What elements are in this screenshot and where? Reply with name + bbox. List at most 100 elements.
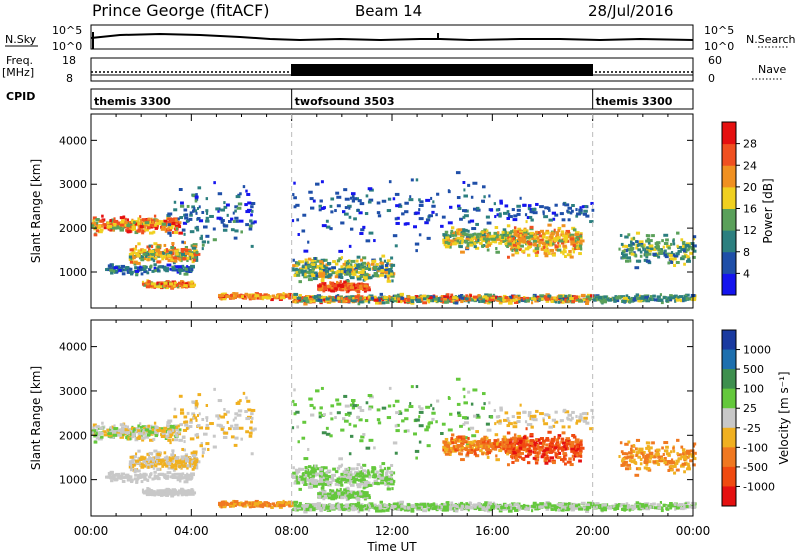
power-echo-cell	[244, 292, 248, 296]
power-echo-cell	[408, 198, 414, 202]
power-echo-cell	[563, 250, 567, 254]
power-echo-cell	[151, 251, 156, 255]
velocity-echo-cell	[373, 479, 379, 483]
power-echo-cell	[583, 209, 588, 213]
velocity-echo-cell	[163, 426, 168, 430]
power-echo-cell	[475, 295, 481, 299]
power-echo-cell	[324, 269, 330, 273]
power-echo-cell	[449, 299, 454, 303]
velocity-echo-cell	[171, 459, 175, 463]
velocity-echo-cell	[363, 492, 369, 496]
power-echo-cell	[542, 210, 545, 214]
power-echo-cell	[454, 301, 459, 305]
velocity-echo-cell	[136, 429, 141, 433]
power-echo-cell	[532, 243, 535, 247]
power-echo-cell	[665, 238, 669, 242]
power-echo-cell	[359, 274, 364, 278]
velocity-echo-cell	[156, 476, 160, 480]
power-echo-cell	[355, 264, 360, 268]
power-echo-cell	[139, 218, 143, 222]
velocity-echo-cell	[190, 460, 193, 464]
power-echo-cell	[234, 229, 239, 233]
power-echo-cell	[457, 241, 462, 245]
power-echo-cell	[348, 274, 352, 278]
power-echo-cell	[564, 240, 568, 244]
power-echo-cell	[591, 297, 594, 301]
velocity-echo-cell	[347, 475, 352, 479]
y-tick-label: 3000	[59, 178, 87, 191]
power-echo-cell	[692, 249, 697, 253]
power-echo-cell	[386, 279, 391, 283]
velocity-echo-cell	[338, 476, 343, 480]
power-echo-cell	[637, 243, 643, 247]
velocity-echo-cell	[265, 503, 269, 507]
power-echo-cell	[364, 277, 367, 281]
power-echo-cell	[331, 271, 337, 275]
velocity-echo-cell	[142, 474, 145, 478]
power-echo-cell	[461, 238, 465, 242]
power-echo-cell	[182, 252, 187, 256]
power-echo-cell	[510, 230, 516, 234]
velocity-echo-cell	[311, 472, 317, 476]
power-echo-cell	[661, 239, 664, 243]
power-echo-cell	[225, 203, 230, 207]
velocity-echo-cell	[324, 474, 329, 478]
power-echo-cell	[310, 206, 315, 210]
power-echo-cell	[413, 225, 418, 229]
velocity-echo-cell	[239, 399, 242, 403]
power-echo-cell	[347, 289, 350, 293]
power-echo-cell	[309, 300, 313, 304]
power-echo-cell	[186, 269, 190, 273]
velocity-echo-cell	[99, 431, 104, 435]
power-echo-cell	[582, 212, 588, 216]
velocity-echo-cell	[358, 492, 363, 496]
power-echo-cell	[547, 294, 552, 298]
power-echo-cell	[686, 259, 691, 263]
power-echo-cell	[99, 219, 104, 223]
velocity-echo-cell	[154, 464, 158, 468]
velocity-echo-cell	[126, 431, 131, 435]
power-echo-cell	[395, 221, 400, 225]
power-echo-cell	[185, 219, 189, 223]
power-echo-cell	[562, 248, 566, 252]
power-echo-cell	[130, 257, 133, 261]
power-echo-cell	[485, 244, 489, 248]
power-echo-cell	[639, 254, 643, 258]
power-echo-cell	[532, 211, 538, 215]
power-echo-cell	[386, 270, 392, 274]
power-echo-cell	[489, 208, 494, 212]
cpid-panel-frame	[90, 88, 694, 110]
velocity-echo-cell	[201, 451, 205, 455]
power-echo-cell	[180, 266, 184, 270]
power-echo-cell	[186, 204, 190, 208]
velocity-echo-cell	[176, 478, 180, 482]
velocity-echo-cell	[360, 478, 365, 482]
power-echo-cell	[356, 275, 360, 279]
power-echo-cell	[149, 231, 154, 235]
power-echo-cell	[621, 244, 627, 248]
velocity-echo-cell	[147, 430, 152, 434]
power-echo-cell	[128, 255, 133, 259]
velocity-echo-cell	[124, 475, 127, 479]
power-echo-cell	[180, 201, 184, 205]
velocity-echo-cell	[323, 472, 327, 476]
power-echo-cell	[139, 267, 143, 271]
power-echo-cell	[630, 252, 635, 256]
power-echo-cell	[465, 228, 468, 232]
power-echo-cell	[166, 214, 171, 218]
power-echo-cell	[195, 211, 198, 215]
power-echo-cell	[409, 195, 412, 199]
power-echo-cell	[288, 293, 293, 297]
velocity-echo-cell	[170, 453, 175, 457]
power-echo-cell	[367, 261, 370, 265]
power-echo-cell	[299, 270, 305, 274]
power-echo-cell	[574, 298, 578, 302]
velocity-echo-cell	[138, 463, 142, 467]
power-echo-cell	[472, 181, 478, 185]
power-echo-cell	[465, 237, 470, 241]
velocity-echo-cell	[161, 433, 165, 437]
power-echo-cell	[99, 228, 104, 232]
power-echo-cell	[368, 297, 373, 301]
power-echo-cell	[602, 300, 608, 304]
velocity-echo-cell	[299, 477, 305, 481]
